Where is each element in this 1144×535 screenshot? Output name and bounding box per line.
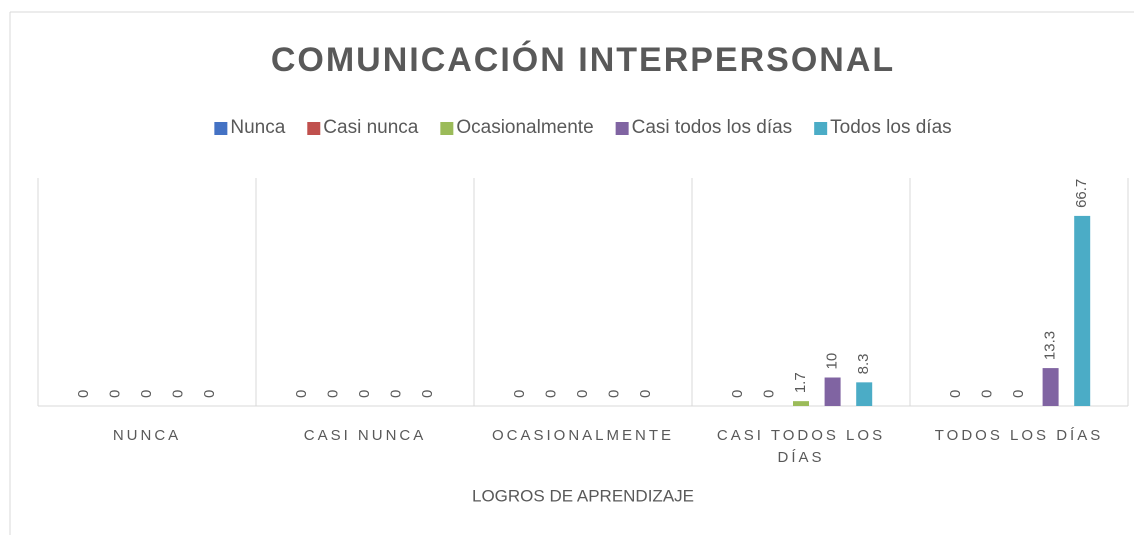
data-label: 0 [729, 390, 746, 398]
x-tick-label: CASI TODOS LOS DÍAS [717, 427, 885, 466]
legend-label: Casi todos los días [632, 117, 793, 138]
data-label: 0 [201, 390, 218, 398]
data-label: 0 [1010, 390, 1027, 398]
legend-label: Nunca [230, 117, 285, 138]
bar [824, 377, 841, 406]
data-label: 0 [511, 390, 528, 398]
legend-label: Casi nunca [323, 117, 418, 138]
bar [1074, 215, 1091, 406]
bar [1042, 368, 1059, 406]
data-label: 0 [293, 390, 310, 398]
data-label: 66.7 [1073, 179, 1090, 208]
data-label: 10 [824, 353, 841, 370]
legend-swatch [307, 122, 321, 135]
legend-swatch [440, 122, 454, 135]
data-label: 8.3 [855, 353, 872, 374]
data-label: 0 [419, 390, 436, 398]
data-label: 0 [574, 390, 591, 398]
data-label: 0 [75, 390, 92, 398]
x-tick-label: CASI NUNCA [304, 427, 427, 444]
legend-swatch [214, 122, 228, 135]
data-label: 1.7 [792, 372, 809, 393]
legend-label: Ocasionalmente [456, 117, 593, 138]
data-label: 0 [947, 390, 964, 398]
x-tick-label: TODOS LOS DÍAS [935, 427, 1103, 444]
data-label: 0 [324, 390, 341, 398]
legend-swatch [814, 122, 828, 135]
legend-swatch [615, 122, 629, 135]
legend-label: Todos los días [830, 117, 951, 138]
bar [793, 401, 809, 406]
x-tick-label: OCASIONALMENTE [492, 427, 674, 444]
data-label: 0 [978, 390, 995, 398]
data-label: 0 [542, 390, 559, 398]
data-label: 0 [606, 390, 623, 398]
data-label: 0 [388, 390, 405, 398]
data-label: 0 [760, 390, 777, 398]
data-label: 0 [637, 390, 654, 398]
data-label: 0 [170, 390, 187, 398]
data-label: 13.3 [1042, 331, 1059, 360]
data-label: 0 [356, 390, 373, 398]
chart-title: COMUNICACIÓN INTERPERSONAL [271, 41, 895, 79]
data-label: 0 [106, 390, 123, 398]
x-axis-title: LOGROS DE APRENDIZAJE [472, 486, 694, 505]
x-tick-label: NUNCA [113, 427, 181, 444]
bar [856, 382, 873, 406]
data-label: 0 [138, 390, 155, 398]
